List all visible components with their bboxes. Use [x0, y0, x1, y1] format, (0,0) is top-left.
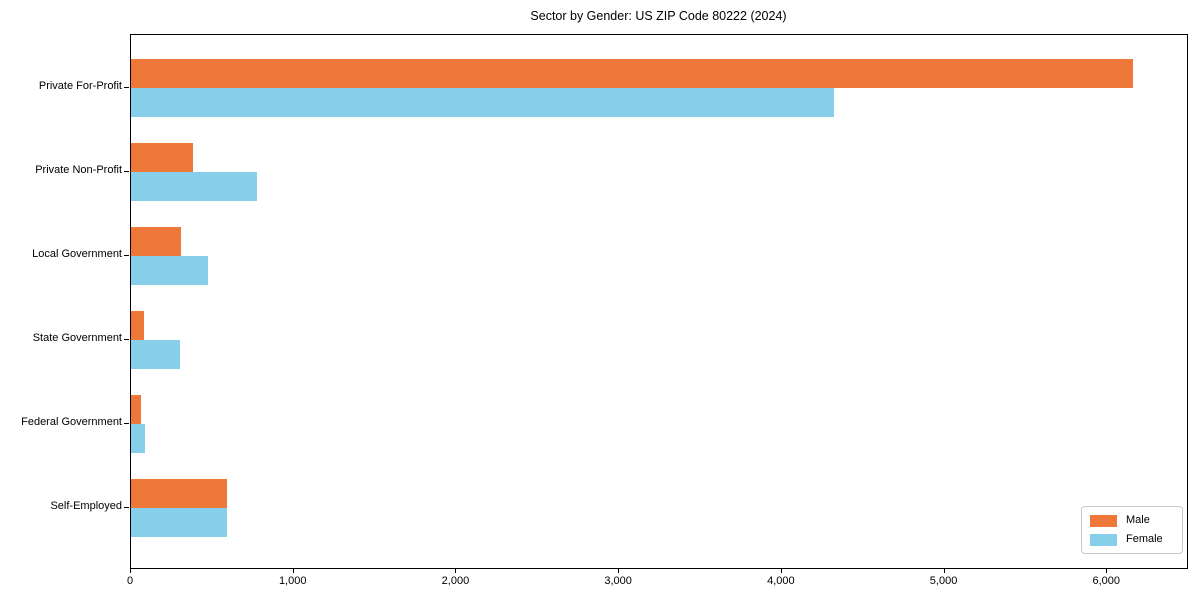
x-tick: [943, 568, 945, 573]
bar-female-federal-government: [131, 424, 145, 453]
legend-item-female: Female: [1090, 533, 1182, 546]
bar-female-private-non-profit: [131, 172, 257, 201]
legend-item-male: Male: [1090, 514, 1182, 527]
bar-male-federal-government: [131, 395, 141, 424]
x-tick: [292, 568, 294, 573]
y-tick-label: Private Non-Profit: [35, 164, 122, 176]
legend-label-male: Male: [1126, 514, 1150, 526]
x-tick-label: 2,000: [441, 575, 470, 587]
x-tick-label: 4,000: [767, 575, 795, 587]
x-tick: [1106, 568, 1108, 573]
y-tick: [124, 339, 129, 340]
y-tick-label: Private For-Profit: [38, 80, 122, 92]
bar-female-private-for-profit: [131, 88, 834, 117]
x-tick: [455, 568, 457, 573]
legend-label-female: Female: [1126, 533, 1163, 545]
bar-female-local-government: [131, 256, 208, 285]
bar-female-self-employed: [131, 508, 227, 537]
plot-area: Male Female: [130, 34, 1188, 569]
y-tick: [124, 255, 129, 256]
x-tick-label: 5,000: [929, 575, 958, 587]
y-tick-label: State Government: [32, 332, 122, 344]
x-tick-label: 3,000: [604, 575, 632, 587]
legend-swatch-female: [1090, 533, 1117, 546]
x-tick-label: 1,000: [278, 575, 307, 587]
y-tick: [124, 423, 129, 424]
y-tick-label: Federal Government: [21, 416, 122, 428]
y-tick: [124, 507, 129, 508]
legend: Male Female: [1081, 506, 1183, 554]
bar-male-state-government: [131, 311, 144, 340]
legend-swatch-male: [1090, 514, 1117, 527]
y-tick-label: Self-Employed: [50, 500, 122, 512]
y-tick: [124, 87, 129, 88]
x-tick-label: 0: [126, 575, 134, 587]
x-tick: [780, 568, 782, 573]
bar-male-self-employed: [131, 479, 227, 508]
y-tick: [124, 171, 129, 172]
chart-title: Sector by Gender: US ZIP Code 80222 (202…: [530, 9, 787, 23]
x-tick-label: 6,000: [1092, 575, 1121, 587]
bar-male-local-government: [131, 227, 181, 256]
y-tick-label: Local Government: [32, 248, 122, 260]
bar-female-state-government: [131, 340, 180, 369]
bar-male-private-non-profit: [131, 143, 193, 172]
x-tick: [130, 568, 131, 573]
x-tick: [618, 568, 620, 573]
bar-male-private-for-profit: [131, 59, 1133, 88]
